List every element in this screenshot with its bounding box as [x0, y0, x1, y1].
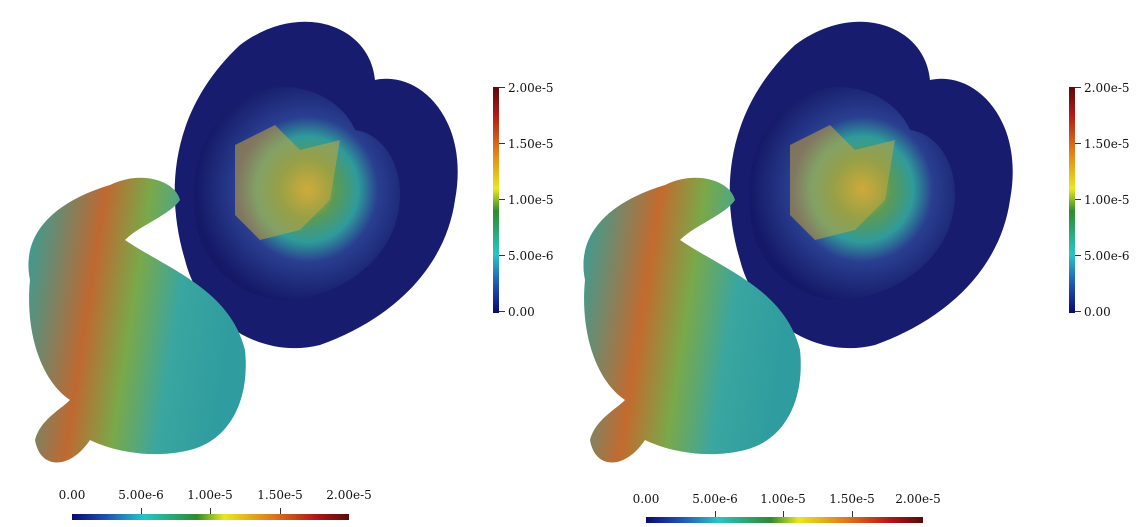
colorbar-tick: 1.00e-5 [760, 492, 806, 506]
colorbar-tick: 0.00 [632, 492, 660, 506]
vertical-colorbar [493, 87, 499, 313]
bunny [28, 177, 246, 463]
colorbar-tick: 5.00e-6 [1075, 249, 1130, 263]
vertical-colorbar [1069, 87, 1075, 313]
colorbar-tick: 5.00e-6 [692, 492, 738, 506]
colorbar-tick: 2.00e-5 [1075, 81, 1130, 95]
colorbar-tick: 1.00e-5 [499, 193, 554, 207]
right-panel: 2.00e-5 1.50e-5 1.00e-5 5.00e-6 0.00 0.0… [573, 0, 1146, 527]
colorbar-tick: 1.50e-5 [499, 137, 554, 151]
colorbar-tick: 5.00e-6 [499, 249, 554, 263]
colorbar-tick: 2.00e-5 [499, 81, 554, 95]
colorbar-tick-mark [210, 508, 211, 514]
colorbar-tick: 5.00e-6 [118, 488, 164, 502]
colorbar-tick-mark [280, 508, 281, 514]
colorbar-tick: 1.50e-5 [829, 492, 875, 506]
colorbar-tick: 2.00e-5 [326, 488, 372, 502]
colorbar-tick: 1.00e-5 [1075, 193, 1130, 207]
colorbar-tick: 0.00 [58, 488, 86, 502]
colorbar-tick: 2.00e-5 [895, 492, 941, 506]
colorbar-tick: 1.50e-5 [257, 488, 303, 502]
horizontal-colorbar [72, 514, 349, 520]
colorbar-tick: 1.00e-5 [187, 488, 233, 502]
colorbar-tick-mark [852, 511, 853, 517]
left-panel: 2.00e-5 1.50e-5 1.00e-5 5.00e-6 0.00 0.0… [28, 21, 554, 520]
heart-shell [729, 21, 1013, 349]
colorbar-tick: 1.50e-5 [1075, 137, 1130, 151]
colorbar-tick-mark [783, 511, 784, 517]
colorbar-tick-mark [141, 508, 142, 514]
colorbar-tick: 0.00 [499, 305, 535, 319]
colorbar-tick: 0.00 [1075, 305, 1111, 319]
scene-render [28, 21, 458, 463]
scene-render [583, 21, 1013, 463]
heart-shell [174, 21, 458, 349]
colorbar-tick-mark [715, 511, 716, 517]
bunny [583, 177, 801, 463]
horizontal-colorbar [646, 517, 923, 523]
